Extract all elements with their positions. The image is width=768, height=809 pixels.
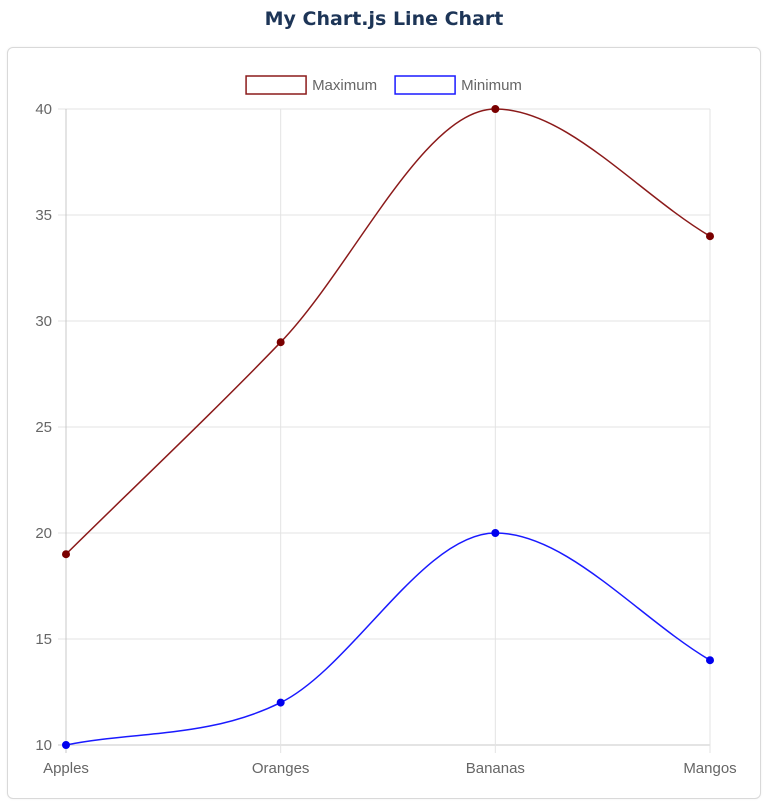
data-point-maximum[interactable]: [62, 550, 70, 559]
x-tick-label: Bananas: [466, 760, 525, 777]
series-line-minimum: [65, 532, 711, 746]
legend-label: Maximum: [312, 77, 377, 94]
y-tick-label: 25: [35, 419, 52, 436]
legend-swatch: [394, 75, 456, 95]
data-point-minimum[interactable]: [706, 656, 714, 665]
x-tick-label: Oranges: [252, 760, 310, 777]
legend-label: Minimum: [461, 77, 522, 94]
page-title: My Chart.js Line Chart: [264, 8, 504, 30]
x-tick-label: Apples: [43, 760, 89, 777]
y-tick-label: 20: [35, 525, 52, 542]
data-point-minimum[interactable]: [276, 698, 285, 707]
series-line-maximum: [65, 108, 711, 555]
legend-item-maximum[interactable]: Maximum: [245, 75, 377, 95]
y-tick-label: 40: [35, 101, 52, 118]
legend-swatch: [245, 75, 307, 95]
legend[interactable]: Maximum Minimum: [245, 75, 522, 95]
y-tick-label: 15: [35, 631, 52, 648]
legend-item-minimum[interactable]: Minimum: [394, 75, 522, 95]
data-point-maximum[interactable]: [491, 105, 500, 113]
chart-card: [7, 47, 761, 799]
data-point-minimum[interactable]: [62, 741, 70, 749]
y-tick-label: 10: [35, 737, 52, 754]
axes: 10 15 20 25 30 35 40 Apples Oranges Bananas Mangos: [35, 101, 736, 777]
grid: [58, 108, 711, 753]
data-point-maximum[interactable]: [276, 338, 285, 347]
data-points: [62, 105, 714, 749]
y-tick-label: 35: [35, 207, 52, 224]
data-point-minimum[interactable]: [491, 529, 500, 537]
data-point-maximum[interactable]: [706, 232, 714, 241]
series-lines: [65, 108, 711, 746]
x-tick-label: Mangos: [683, 760, 736, 777]
y-tick-label: 30: [35, 313, 52, 330]
